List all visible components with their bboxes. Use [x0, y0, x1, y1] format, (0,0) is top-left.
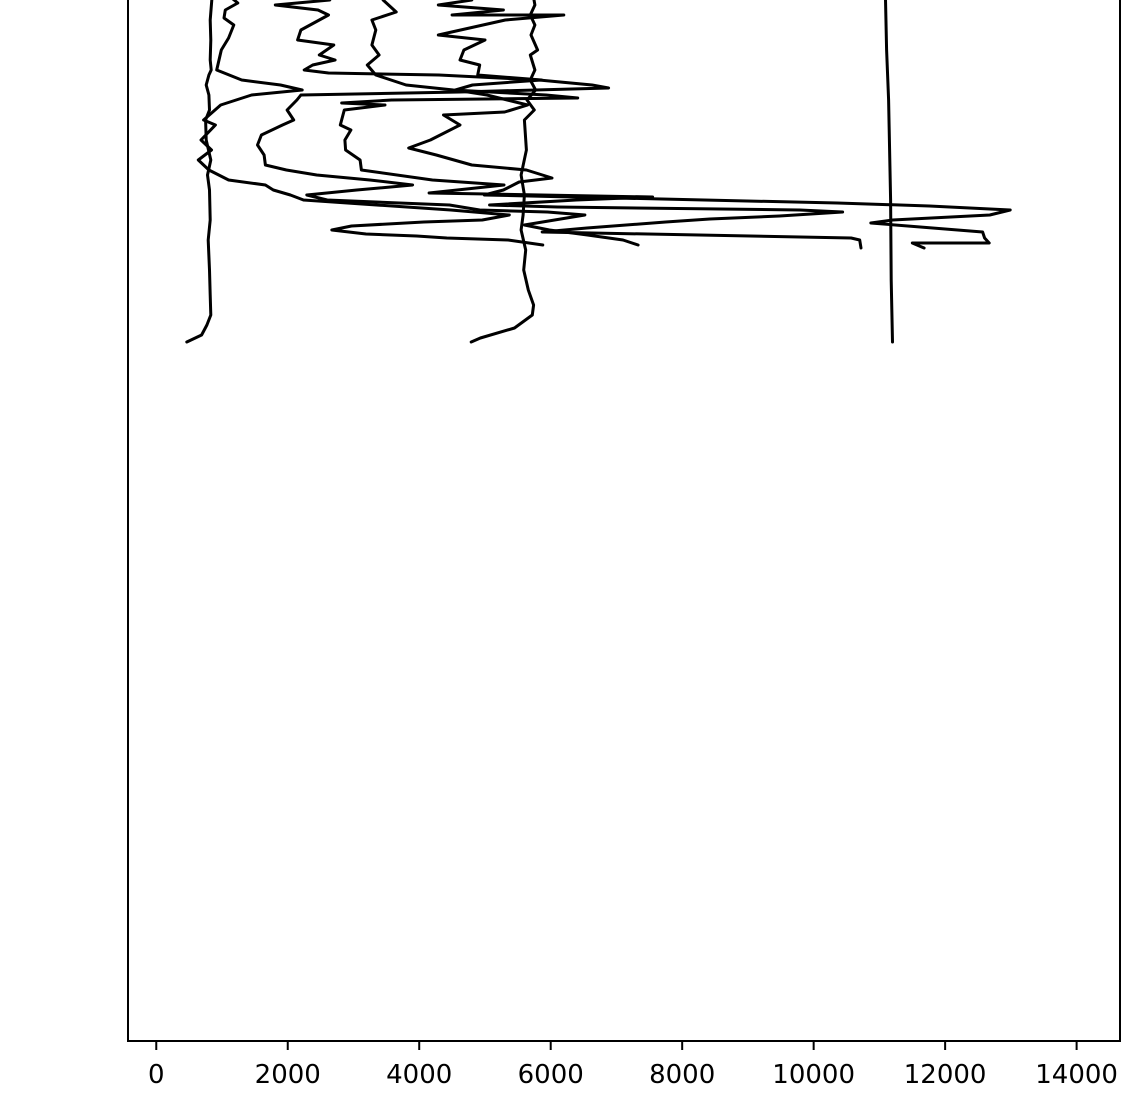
x-tick-label-0: 0: [148, 1060, 165, 1090]
x-tick-label-12000: 12000: [904, 1060, 987, 1090]
series-layer: [185, 0, 1012, 344]
series-line-5: [407, 0, 1012, 250]
series-line-4: [338, 0, 863, 250]
x-tick-label-4000: 4000: [386, 1060, 452, 1090]
x-tick-label-14000: 14000: [1035, 1060, 1118, 1090]
x-axis-ticks: 0 2000 4000 6000 8000 10000 12000 14000: [148, 1041, 1118, 1090]
x-tick-label-2000: 2000: [255, 1060, 321, 1090]
x-tick-label-8000: 8000: [649, 1060, 715, 1090]
series-line-7: [884, 0, 894, 344]
series-line-6: [469, 0, 540, 344]
series-line-2: [196, 0, 545, 247]
x-tick-label-10000: 10000: [772, 1060, 855, 1090]
x-tick-label-6000: 6000: [518, 1060, 584, 1090]
series-line-3: [256, 0, 640, 247]
axes: [127, 0, 1121, 1042]
series-line-1: [185, 0, 214, 344]
